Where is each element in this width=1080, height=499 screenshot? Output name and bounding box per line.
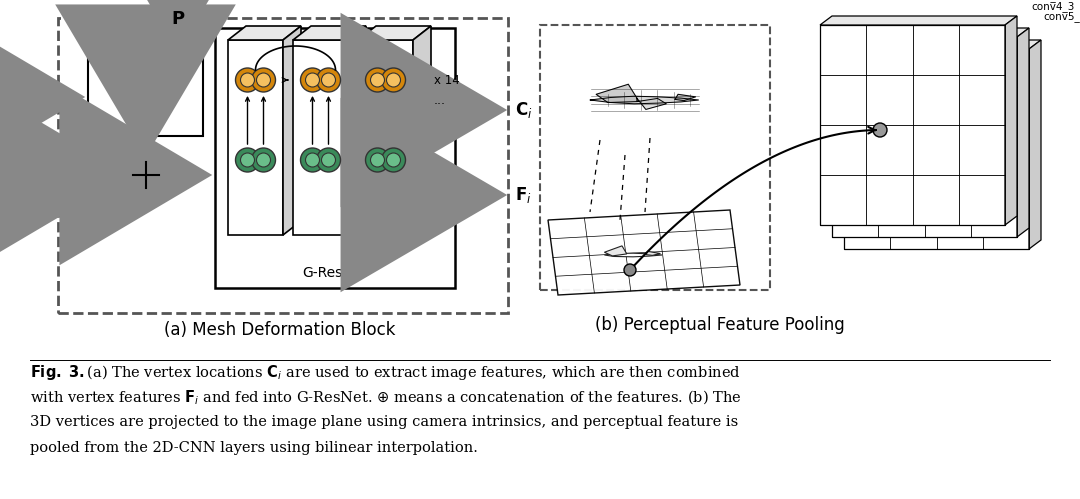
Circle shape — [241, 73, 255, 87]
Circle shape — [316, 148, 340, 172]
Text: $\mathbf{C}_{i-1}$: $\mathbf{C}_{i-1}$ — [15, 88, 50, 106]
Text: conv4_3: conv4_3 — [1031, 1, 1075, 12]
Circle shape — [322, 73, 336, 87]
Bar — [832, 37, 1017, 237]
Circle shape — [370, 73, 384, 87]
Text: $\mathbf{F}_i$: $\mathbf{F}_i$ — [515, 185, 531, 205]
Polygon shape — [293, 26, 366, 40]
Circle shape — [235, 148, 259, 172]
Circle shape — [241, 153, 255, 167]
Circle shape — [306, 73, 320, 87]
Text: (a) The vertex locations $\mathbf{C}_i$ are used to extract image features, whic: (a) The vertex locations $\mathbf{C}_i$ … — [82, 363, 741, 382]
Bar — [228, 40, 283, 235]
Bar — [293, 40, 348, 235]
Polygon shape — [605, 246, 626, 256]
Text: x 14: x 14 — [434, 73, 460, 86]
Bar — [820, 25, 1005, 225]
Circle shape — [306, 153, 320, 167]
Polygon shape — [413, 26, 431, 235]
Text: 3D vertices are projected to the image plane using camera intrinsics, and percep: 3D vertices are projected to the image p… — [30, 415, 739, 429]
Text: (b) Perceptual Feature Pooling: (b) Perceptual Feature Pooling — [595, 316, 845, 334]
Circle shape — [300, 68, 324, 92]
Polygon shape — [1005, 16, 1017, 225]
Bar — [540, 25, 770, 290]
Polygon shape — [843, 40, 1041, 49]
Circle shape — [873, 123, 887, 137]
Text: pooled from the 2D-CNN layers using bilinear interpolation.: pooled from the 2D-CNN layers using bili… — [30, 441, 477, 455]
Circle shape — [257, 73, 270, 87]
Polygon shape — [357, 26, 431, 40]
Circle shape — [235, 68, 259, 92]
Text: P: P — [172, 10, 185, 28]
Circle shape — [316, 68, 340, 92]
Bar — [87, 58, 203, 136]
Polygon shape — [832, 28, 1029, 37]
Circle shape — [624, 264, 636, 276]
Circle shape — [300, 148, 324, 172]
Polygon shape — [591, 96, 699, 104]
Circle shape — [257, 153, 270, 167]
Polygon shape — [348, 26, 366, 235]
Polygon shape — [228, 26, 301, 40]
Polygon shape — [1017, 28, 1029, 237]
Text: $\bf{Fig.\ 3.}$: $\bf{Fig.\ 3.}$ — [30, 363, 85, 382]
Circle shape — [381, 148, 405, 172]
Polygon shape — [1029, 40, 1041, 249]
Circle shape — [365, 148, 390, 172]
Polygon shape — [646, 251, 660, 255]
Text: $\mathbf{F}_{i-1}$: $\mathbf{F}_{i-1}$ — [15, 166, 50, 184]
Polygon shape — [283, 26, 301, 235]
Circle shape — [387, 153, 401, 167]
Polygon shape — [820, 16, 1017, 25]
Polygon shape — [637, 98, 666, 109]
Text: Perceptual
Feature
Pooling: Perceptual Feature Pooling — [114, 75, 177, 118]
Polygon shape — [605, 253, 662, 257]
Circle shape — [387, 73, 401, 87]
Circle shape — [131, 160, 161, 190]
Circle shape — [252, 68, 275, 92]
Text: ...: ... — [434, 93, 446, 106]
Circle shape — [370, 153, 384, 167]
Text: $\mathbf{C}_i$: $\mathbf{C}_i$ — [515, 100, 532, 120]
Polygon shape — [548, 210, 740, 295]
Circle shape — [381, 68, 405, 92]
Circle shape — [365, 68, 390, 92]
Circle shape — [322, 153, 336, 167]
Text: G-ResNet: G-ResNet — [302, 266, 367, 280]
Bar — [357, 40, 413, 235]
Text: with vertex features $\mathbf{F}_i$ and fed into G-ResNet. $\oplus$ means a conc: with vertex features $\mathbf{F}_i$ and … — [30, 389, 742, 407]
Bar — [58, 18, 508, 313]
Text: conv5_3: conv5_3 — [1043, 11, 1080, 22]
Bar — [843, 49, 1029, 249]
Polygon shape — [596, 84, 637, 102]
Polygon shape — [675, 94, 696, 101]
Text: conv3_3: conv3_3 — [1020, 0, 1063, 2]
Circle shape — [252, 148, 275, 172]
Text: (a) Mesh Deformation Block: (a) Mesh Deformation Block — [164, 321, 395, 339]
Bar — [215, 28, 455, 288]
